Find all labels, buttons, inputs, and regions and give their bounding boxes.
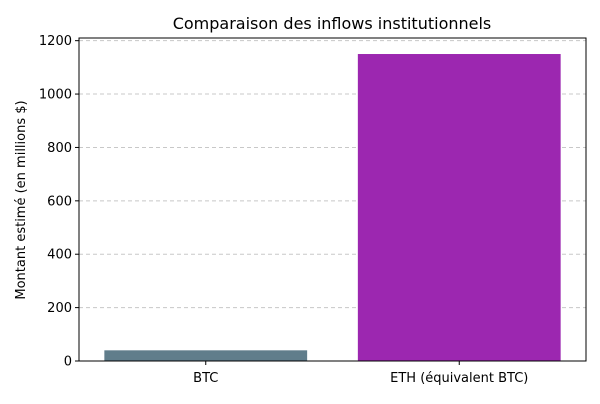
y-tick-label: 800 [47, 141, 72, 156]
chart-title: Comparaison des inflows institutionnels [173, 14, 492, 33]
y-tick-label: 200 [47, 301, 72, 316]
y-axis-label: Montant estimé (en millions $) [14, 100, 29, 299]
bar-btc [104, 350, 308, 361]
y-tick-label: 400 [47, 248, 72, 263]
bar-eth [357, 54, 561, 361]
y-tick-label: 0 [64, 355, 72, 370]
bars [104, 54, 561, 361]
x-tick-label: BTC [193, 371, 218, 386]
x-tick-label: ETH (équivalent BTC) [390, 371, 528, 386]
y-tick-label: 1200 [39, 34, 72, 49]
plot-frame [78, 37, 587, 362]
y-tick-label: 1000 [39, 88, 72, 103]
axis-ticks: 0 200 400 600 800 1000 1200 BTC ETH (équivalent … [39, 34, 528, 386]
y-tick-label: 600 [47, 194, 72, 209]
